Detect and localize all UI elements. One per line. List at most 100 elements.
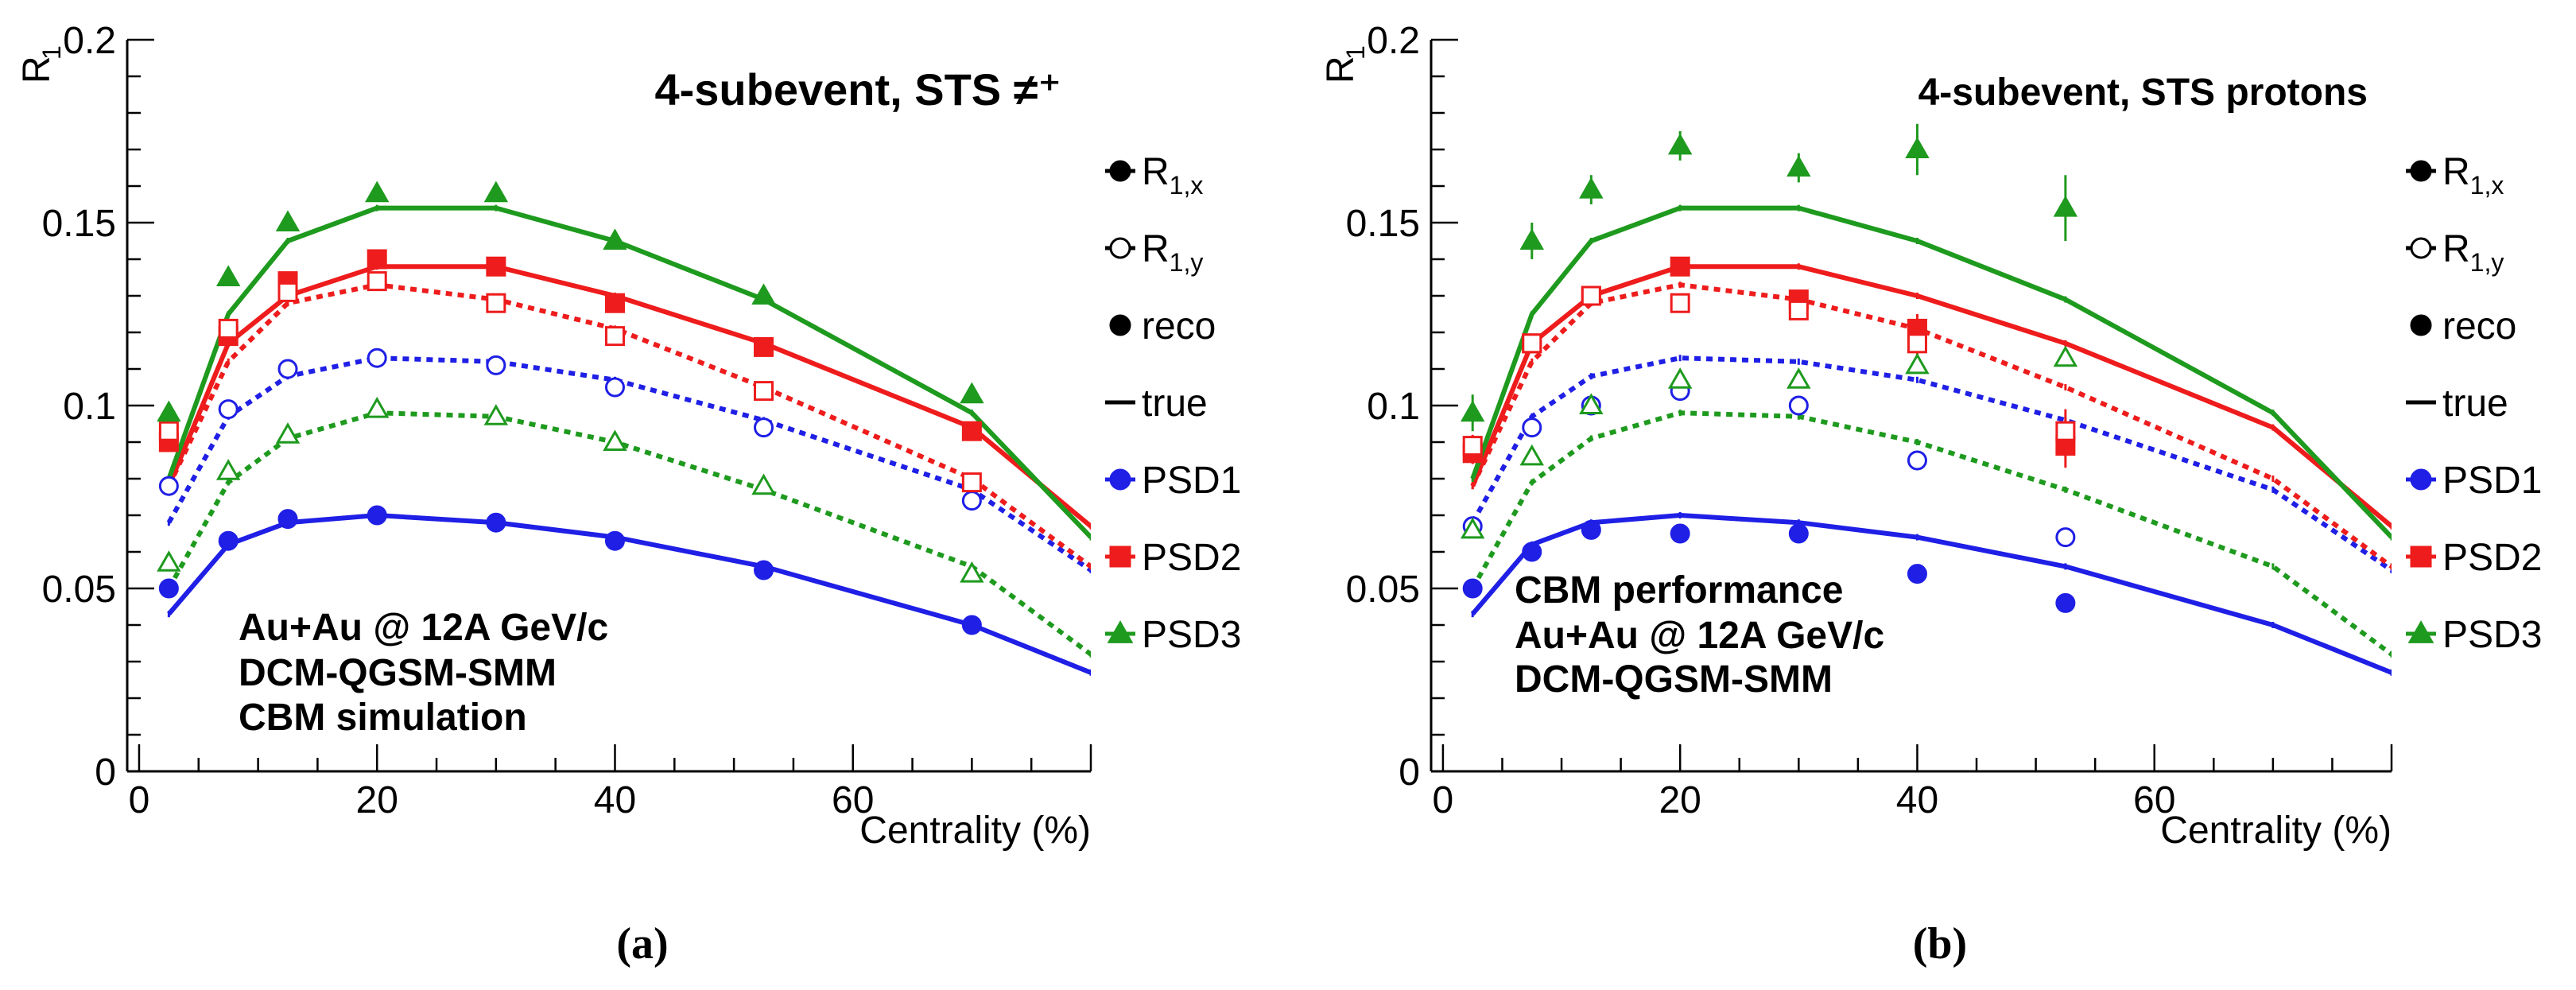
legend-label: PSD1 bbox=[1142, 460, 1241, 502]
data-point bbox=[1519, 444, 1545, 466]
x-axis-label: Centrality (%) bbox=[2160, 809, 2392, 852]
data-point bbox=[1579, 393, 1604, 414]
y-tick-label: 0 bbox=[95, 751, 116, 794]
y-axis-label: R bbox=[16, 56, 58, 83]
x-tick-label: 40 bbox=[594, 779, 636, 821]
data-point bbox=[1905, 137, 1930, 158]
data-point bbox=[158, 476, 179, 496]
data-point bbox=[603, 228, 627, 250]
data-point bbox=[1462, 436, 1483, 456]
data-point bbox=[960, 382, 984, 404]
data-point bbox=[367, 271, 387, 292]
legend-marker bbox=[1109, 237, 1131, 259]
data-point bbox=[1522, 333, 1542, 354]
data-point bbox=[754, 560, 774, 580]
data-point bbox=[2055, 527, 2076, 548]
legend-label: reco bbox=[2442, 305, 2516, 347]
data-point bbox=[218, 530, 239, 551]
data-point bbox=[1581, 285, 1601, 306]
x-tick-label: 20 bbox=[1658, 779, 1701, 821]
series-line bbox=[1470, 264, 2392, 529]
data-point bbox=[275, 210, 301, 231]
data-point bbox=[1522, 417, 1542, 438]
plot-area bbox=[157, 181, 1091, 676]
data-point bbox=[604, 293, 625, 313]
data-point bbox=[2053, 195, 2078, 217]
series-line bbox=[1470, 282, 2392, 569]
y-tick-label: 0.05 bbox=[42, 569, 116, 611]
data-point bbox=[2055, 592, 2076, 613]
annotation-line: DCM-QGSM-SMM bbox=[239, 652, 557, 694]
data-point bbox=[1670, 523, 1690, 544]
series-line bbox=[166, 282, 1091, 569]
data-point bbox=[754, 381, 774, 402]
legend-marker bbox=[2410, 545, 2432, 568]
legend: R1,x R1,y reco true PSD1 PSD2 PSD3 bbox=[2406, 151, 2542, 656]
data-point bbox=[486, 256, 506, 277]
data-point bbox=[483, 404, 509, 425]
data-point bbox=[486, 512, 506, 533]
caption-a: (a) bbox=[616, 919, 668, 969]
caption-b: (b) bbox=[1913, 919, 1967, 969]
legend-label: reco bbox=[1142, 305, 1216, 347]
data-point bbox=[364, 396, 390, 418]
data-point bbox=[486, 355, 506, 375]
data-point bbox=[157, 550, 181, 572]
data-point bbox=[483, 181, 509, 203]
data-point bbox=[1462, 578, 1483, 599]
y-tick-label: 0.2 bbox=[63, 20, 116, 62]
annotation-line: DCM-QGSM-SMM bbox=[1515, 658, 1833, 701]
x-tick-label: 60 bbox=[2133, 779, 2175, 821]
legend-label: true bbox=[1142, 382, 1208, 425]
data-point bbox=[215, 459, 241, 480]
legend-label: true bbox=[2442, 382, 2508, 425]
data-point bbox=[1787, 155, 1811, 177]
legend-label: R1,x bbox=[2442, 151, 2504, 200]
legend-label-subscript: 1,y bbox=[2470, 248, 2504, 277]
data-point bbox=[2055, 421, 2076, 441]
data-point bbox=[754, 417, 774, 438]
data-point bbox=[1907, 564, 1927, 584]
data-point bbox=[1460, 517, 1485, 539]
legend-marker bbox=[2410, 160, 2432, 182]
data-point bbox=[275, 422, 301, 444]
legend-marker bbox=[1109, 545, 1131, 568]
data-point bbox=[1581, 519, 1601, 540]
data-point bbox=[754, 336, 774, 357]
legend-label: PSD3 bbox=[1142, 614, 1241, 656]
legend-marker bbox=[1109, 160, 1131, 182]
data-point bbox=[215, 265, 241, 286]
data-point bbox=[603, 429, 627, 451]
legend-marker bbox=[2410, 314, 2432, 336]
y-tick-label: 0.15 bbox=[1346, 203, 1420, 245]
data-point bbox=[1667, 367, 1693, 389]
data-point bbox=[961, 615, 982, 635]
y-tick-label: 0 bbox=[1399, 751, 1420, 794]
y-tick-label: 0.1 bbox=[1367, 386, 1420, 428]
y-tick-label: 0.15 bbox=[42, 203, 116, 245]
data-point bbox=[604, 326, 625, 347]
data-point bbox=[751, 283, 776, 305]
x-tick-label: 0 bbox=[1433, 779, 1454, 821]
data-point bbox=[751, 473, 776, 495]
annotation-line: Au+Au @ 12A GeV/c bbox=[1515, 615, 1884, 657]
data-point bbox=[218, 318, 239, 339]
data-point bbox=[1460, 400, 1485, 422]
x-tick-label: 20 bbox=[356, 779, 398, 821]
data-point bbox=[1907, 450, 1927, 471]
legend-label: PSD3 bbox=[2442, 614, 2542, 656]
data-point bbox=[367, 505, 387, 526]
data-point bbox=[367, 249, 387, 270]
legend-label-subscript: 1,x bbox=[2470, 171, 2504, 200]
legend-label-subscript: 1,x bbox=[1170, 171, 1204, 200]
legend-marker bbox=[2410, 468, 2432, 491]
series-line bbox=[166, 264, 1091, 529]
annotation-line: Au+Au @ 12A GeV/c bbox=[239, 607, 608, 649]
data-point bbox=[960, 561, 984, 583]
legend-marker bbox=[1107, 620, 1134, 643]
legend-label-subscript: 1,y bbox=[1170, 248, 1204, 277]
data-point bbox=[1788, 523, 1809, 544]
y-tick-label: 0.2 bbox=[1367, 20, 1420, 62]
y-axis-label: R bbox=[1320, 56, 1362, 83]
